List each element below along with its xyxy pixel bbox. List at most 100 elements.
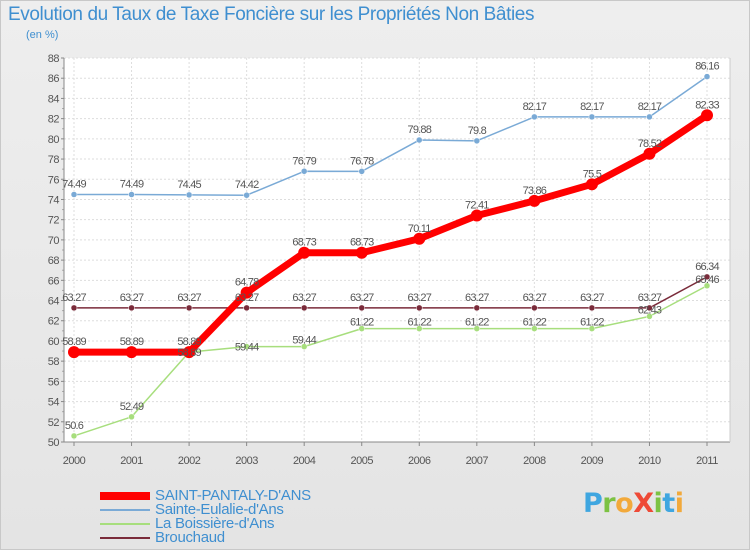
data-point <box>470 209 483 222</box>
logo-letter: o <box>615 488 634 519</box>
data-label: 61.22 <box>465 317 489 329</box>
chart-unit: (en %) <box>26 29 59 41</box>
x-tick-label: 2011 <box>696 455 718 467</box>
y-tick-label: 58 <box>48 356 60 368</box>
data-label: 63.27 <box>235 292 259 304</box>
data-label: 61.22 <box>408 317 432 329</box>
proxiti-logo: ProXiti <box>583 488 684 519</box>
data-point <box>646 313 653 320</box>
data-label: 52.49 <box>120 401 144 413</box>
x-tick-label: 2006 <box>408 455 431 467</box>
legend-swatch <box>100 523 150 525</box>
data-label: 76.78 <box>350 155 374 167</box>
data-label: 63.27 <box>580 292 604 304</box>
data-label: 74.45 <box>177 179 201 191</box>
series-line <box>73 285 708 437</box>
data-point <box>531 113 538 121</box>
data-label: 78.52 <box>638 138 662 150</box>
y-tick-label: 80 <box>48 134 60 146</box>
data-point <box>588 113 596 121</box>
data-point <box>128 191 135 198</box>
data-label: 61.22 <box>523 317 547 329</box>
data-label: 58.89 <box>120 336 144 348</box>
y-tick-label: 62 <box>48 316 60 328</box>
data-label: 63.27 <box>638 292 662 304</box>
data-label: 74.49 <box>120 179 144 191</box>
data-point <box>243 304 250 312</box>
data-label: 79.8 <box>468 125 487 137</box>
x-tick-label: 2003 <box>235 455 258 467</box>
data-point <box>473 325 481 332</box>
data-point <box>243 343 250 350</box>
data-point <box>128 304 135 312</box>
x-tick-label: 2001 <box>120 455 143 467</box>
data-point <box>703 282 711 290</box>
data-label: 68.73 <box>350 237 374 249</box>
data-label: 58.89 <box>177 336 201 348</box>
data-point <box>68 346 80 359</box>
series-line <box>73 276 708 309</box>
data-point <box>355 246 368 259</box>
data-point <box>703 73 711 80</box>
data-point <box>128 413 135 421</box>
data-label: 63.27 <box>292 292 316 304</box>
y-tick-label: 54 <box>48 397 60 409</box>
data-label: 82.17 <box>523 101 547 113</box>
data-label: 76.79 <box>292 155 316 167</box>
data-point <box>358 304 365 312</box>
data-point <box>183 346 196 359</box>
data-label: 64.78 <box>235 277 259 289</box>
data-label: 63.27 <box>62 292 86 304</box>
data-label: 79.88 <box>408 124 432 136</box>
data-label: 72.41 <box>465 200 489 212</box>
x-tick-label: 2004 <box>293 455 316 467</box>
plot-area <box>64 58 730 442</box>
data-point <box>240 286 253 299</box>
data-label: 61.22 <box>580 317 604 329</box>
data-point <box>588 304 596 312</box>
y-tick-label: 84 <box>48 93 60 105</box>
data-label: 68.73 <box>292 237 316 249</box>
data-point <box>473 137 481 145</box>
y-tick-label: 88 <box>48 53 60 65</box>
x-tick-label: 2005 <box>350 455 373 467</box>
data-point <box>646 304 653 312</box>
data-point <box>646 113 653 121</box>
data-label: 63.27 <box>408 292 432 304</box>
data-label: 63.27 <box>523 292 547 304</box>
data-point <box>243 191 250 199</box>
y-tick-label: 72 <box>48 215 60 227</box>
y-tick-label: 76 <box>48 174 60 186</box>
series-line <box>70 111 711 356</box>
series-line <box>73 75 708 196</box>
data-label: 82.17 <box>638 101 662 113</box>
y-tick-label: 68 <box>48 255 60 267</box>
y-tick-label: 60 <box>48 336 60 348</box>
y-tick-label: 52 <box>48 417 60 429</box>
data-label: 82.33 <box>695 99 719 111</box>
data-label: 66.34 <box>695 261 719 273</box>
logo-letter: X <box>633 488 654 519</box>
x-tick-label: 2010 <box>638 455 661 467</box>
data-point <box>701 109 713 122</box>
legend-swatch <box>100 492 150 500</box>
data-label: 63.27 <box>350 292 374 304</box>
y-tick-label: 70 <box>48 235 60 247</box>
data-point <box>473 304 481 312</box>
data-point <box>643 147 656 160</box>
data-point <box>70 432 78 440</box>
legend-swatch <box>100 537 150 539</box>
data-point <box>70 304 78 312</box>
data-label: 61.22 <box>350 317 374 329</box>
x-tick-label: 2009 <box>581 455 604 467</box>
y-tick-label: 56 <box>48 376 60 388</box>
y-tick-label: 66 <box>48 275 60 287</box>
y-tick-label: 82 <box>48 114 60 126</box>
data-point <box>300 168 308 175</box>
data-label: 50.6 <box>65 420 84 432</box>
data-label: 74.42 <box>235 179 259 191</box>
data-point <box>125 346 138 359</box>
x-tick-label: 2007 <box>466 455 489 467</box>
data-label: 63.27 <box>120 292 144 304</box>
